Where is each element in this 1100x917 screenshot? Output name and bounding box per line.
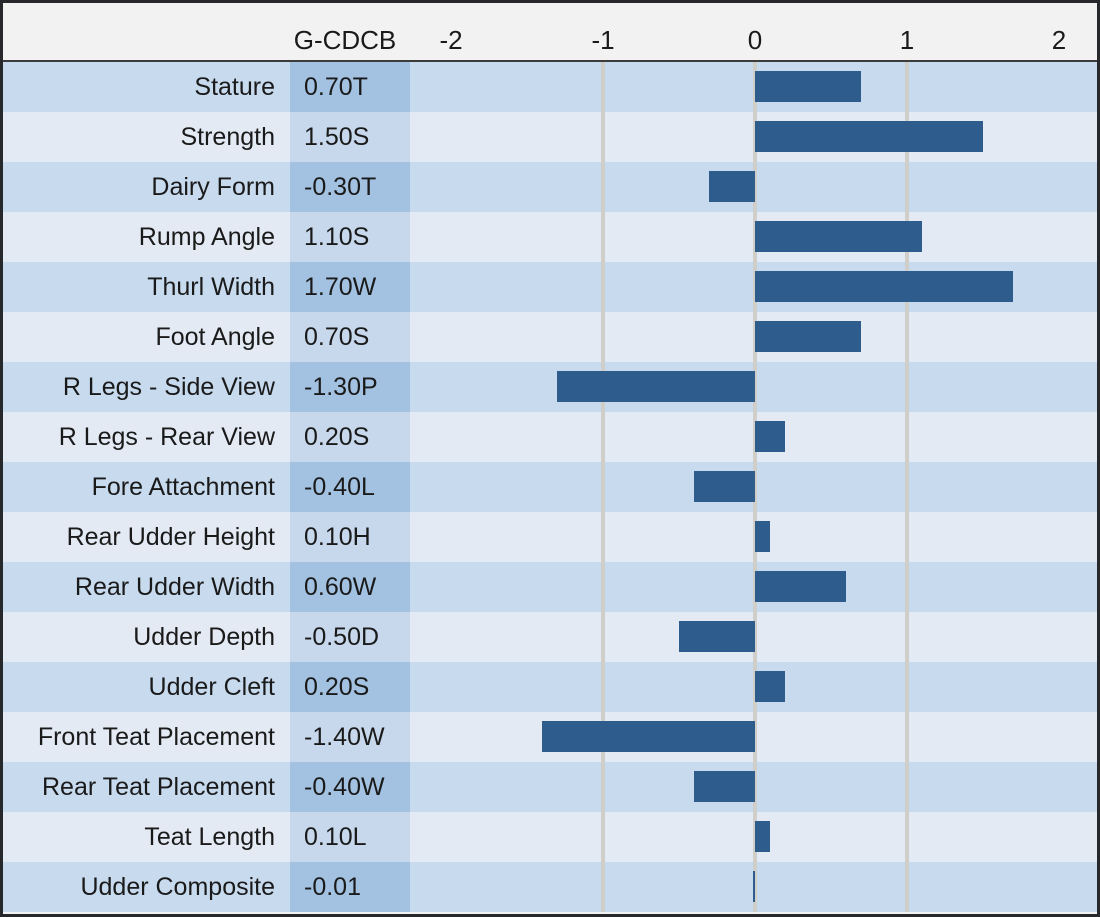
trait-row: Front Teat Placement -1.40W <box>3 712 1097 762</box>
axis-tick-label: 1 <box>899 25 915 55</box>
trait-row: Rear Udder Height 0.10H <box>3 512 1097 562</box>
trait-value: 0.20S <box>290 662 410 712</box>
trait-value: -0.30T <box>290 162 410 212</box>
trait-value: 0.20S <box>290 412 410 462</box>
trait-plot-area <box>410 362 1097 412</box>
value-column-header: G-CDCB <box>293 25 397 55</box>
trait-plot-area <box>410 612 1097 662</box>
trait-plot-area <box>410 862 1097 912</box>
trait-value: 0.10L <box>290 812 410 862</box>
axis-tick-label: 2 <box>1051 25 1067 55</box>
bar <box>755 821 771 852</box>
axis-tick-label: -2 <box>439 25 463 55</box>
trait-plot-area <box>410 712 1097 762</box>
axis-tick-label: -1 <box>591 25 615 55</box>
trait-row: Rear Teat Placement -0.40W <box>3 762 1097 812</box>
trait-value: 0.10H <box>290 512 410 562</box>
trait-rows: Stature 0.70T Strength 1.50S Dairy Form -0.30… <box>3 62 1097 912</box>
trait-plot-area <box>410 412 1097 462</box>
trait-plot-area <box>410 762 1097 812</box>
trait-label: Front Teat Placement <box>37 722 275 751</box>
bar <box>755 421 786 452</box>
bar <box>755 271 1014 302</box>
trait-plot-area <box>410 512 1097 562</box>
bar <box>694 771 755 802</box>
trait-value: 1.70W <box>290 262 410 312</box>
trait-row: Foot Angle 0.70S <box>3 312 1097 362</box>
bar <box>755 321 862 352</box>
trait-value: -0.40W <box>290 762 410 812</box>
axis-tick-label: 0 <box>747 25 763 55</box>
trait-row: Stature 0.70T <box>3 62 1097 112</box>
trait-value: -0.40L <box>290 462 410 512</box>
trait-label: Foot Angle <box>155 322 275 351</box>
trait-value: -1.40W <box>290 712 410 762</box>
trait-plot-area <box>410 812 1097 862</box>
trait-label: Udder Cleft <box>148 672 275 701</box>
trait-label: Thurl Width <box>147 272 275 301</box>
bar <box>753 871 755 902</box>
bar <box>755 671 786 702</box>
trait-row: Strength 1.50S <box>3 112 1097 162</box>
trait-plot-area <box>410 262 1097 312</box>
chart-body: Stature 0.70T Strength 1.50S Dairy Form -0.30… <box>3 62 1097 912</box>
trait-plot-area <box>410 212 1097 262</box>
trait-row: Teat Length 0.10L <box>3 812 1097 862</box>
trait-plot-area <box>410 62 1097 112</box>
trait-value: -1.30P <box>290 362 410 412</box>
trait-value: 0.60W <box>290 562 410 612</box>
bar <box>755 221 923 252</box>
trait-value: -0.01 <box>290 862 410 912</box>
bar <box>755 521 771 552</box>
trait-value: 1.10S <box>290 212 410 262</box>
trait-label: Stature <box>194 72 275 101</box>
bar <box>694 471 755 502</box>
trait-plot-area <box>410 312 1097 362</box>
trait-label: Teat Length <box>144 822 275 851</box>
trait-plot-area <box>410 562 1097 612</box>
bar <box>755 571 847 602</box>
bar <box>755 121 983 152</box>
bar <box>679 621 755 652</box>
bar <box>755 71 862 102</box>
trait-row: Udder Cleft 0.20S <box>3 662 1097 712</box>
trait-label: R Legs - Side View <box>62 372 275 401</box>
trait-plot-area <box>410 662 1097 712</box>
trait-row: Fore Attachment -0.40L <box>3 462 1097 512</box>
trait-value: 0.70T <box>290 62 410 112</box>
trait-row: Udder Depth -0.50D <box>3 612 1097 662</box>
trait-value: 1.50S <box>290 112 410 162</box>
trait-label: Dairy Form <box>151 172 275 201</box>
trait-label: Rump Angle <box>138 222 275 251</box>
trait-value: 0.70S <box>290 312 410 362</box>
bar <box>709 171 755 202</box>
bar <box>557 371 755 402</box>
trait-plot-area <box>410 162 1097 212</box>
trait-row: Rump Angle 1.10S <box>3 212 1097 262</box>
trait-label: Fore Attachment <box>91 472 275 501</box>
trait-value: -0.50D <box>290 612 410 662</box>
trait-label: R Legs - Rear View <box>58 422 275 451</box>
bar <box>542 721 755 752</box>
chart-header: G-CDCB -2 -1 0 1 2 <box>3 3 1097 62</box>
trait-label: Rear Teat Placement <box>42 772 275 801</box>
trait-label: Rear Udder Width <box>74 572 275 601</box>
trait-row: Dairy Form -0.30T <box>3 162 1097 212</box>
trait-label: Rear Udder Height <box>66 522 275 551</box>
trait-row: R Legs - Rear View 0.20S <box>3 412 1097 462</box>
trait-plot-area <box>410 462 1097 512</box>
trait-plot-area <box>410 112 1097 162</box>
trait-row: Thurl Width 1.70W <box>3 262 1097 312</box>
trait-label: Udder Depth <box>133 622 275 651</box>
trait-row: Udder Composite -0.01 <box>3 862 1097 912</box>
trait-label: Strength <box>180 122 275 151</box>
trait-row: Rear Udder Width 0.60W <box>3 562 1097 612</box>
trait-label: Udder Composite <box>80 872 275 901</box>
trait-row: R Legs - Side View -1.30P <box>3 362 1097 412</box>
